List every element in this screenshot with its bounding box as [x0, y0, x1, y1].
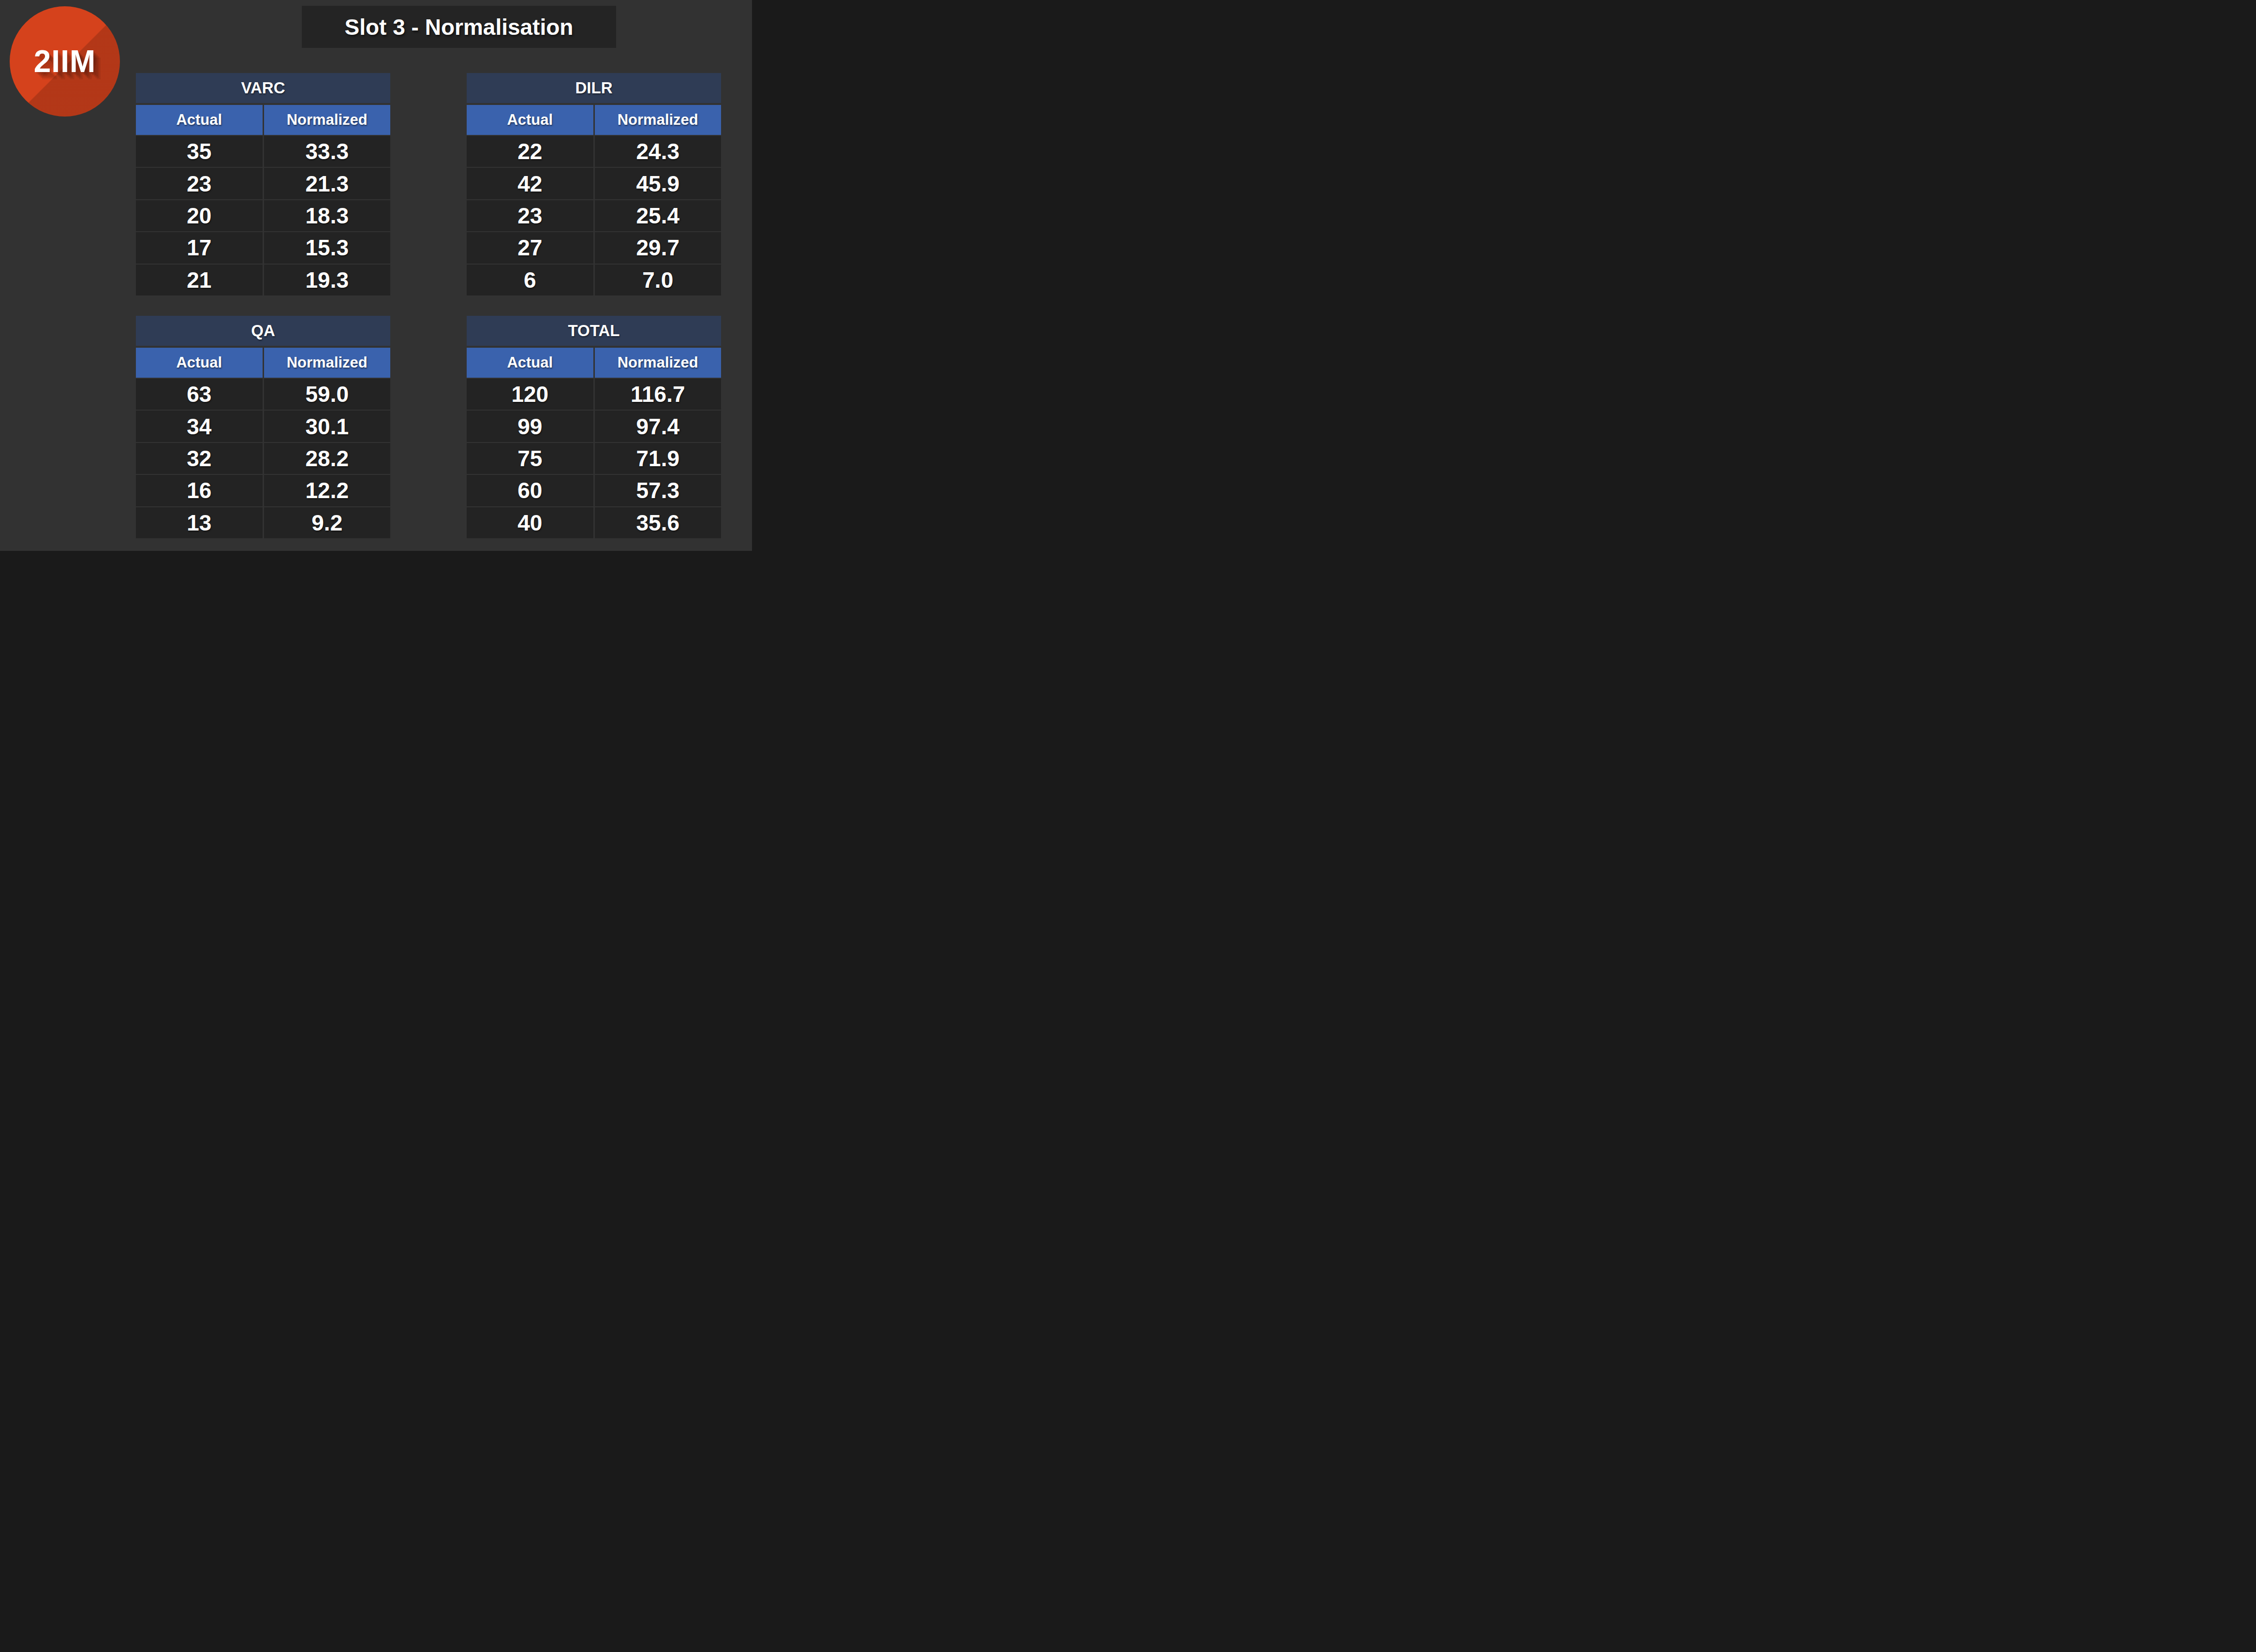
table-cell: 17	[136, 232, 263, 263]
column-header-actual: Actual	[467, 348, 593, 378]
varc-table-title: VARC	[136, 73, 390, 103]
table-cell: 25.4	[595, 200, 722, 231]
table-cell: 35	[136, 136, 263, 167]
table-cell: 63	[136, 379, 263, 410]
column-header-normalized: Normalized	[264, 105, 391, 135]
table-cell: 28.2	[264, 443, 391, 474]
table-cell: 33.3	[264, 136, 391, 167]
table-cell: 23	[136, 168, 263, 199]
table-cell: 116.7	[595, 379, 722, 410]
total-table: TOTAL Actual Normalized 120 116.7 99 97.…	[467, 316, 721, 538]
table-cell: 23	[467, 200, 593, 231]
table-cell: 15.3	[264, 232, 391, 263]
2iim-logo: 2IIM	[10, 6, 120, 117]
qa-table: QA Actual Normalized 63 59.0 34 30.1 32 …	[136, 316, 390, 538]
table-cell: 40	[467, 507, 593, 538]
column-header-normalized: Normalized	[595, 105, 722, 135]
table-cell: 16	[136, 475, 263, 506]
table-cell: 35.6	[595, 507, 722, 538]
dilr-table: DILR Actual Normalized 22 24.3 42 45.9 2…	[467, 73, 721, 295]
table-cell: 19.3	[264, 265, 391, 295]
table-cell: 45.9	[595, 168, 722, 199]
table-cell: 97.4	[595, 411, 722, 442]
total-table-grid: Actual Normalized 120 116.7 99 97.4 75 7…	[467, 348, 721, 538]
table-cell: 42	[467, 168, 593, 199]
table-cell: 34	[136, 411, 263, 442]
table-cell: 24.3	[595, 136, 722, 167]
table-cell: 30.1	[264, 411, 391, 442]
table-cell: 20	[136, 200, 263, 231]
qa-table-grid: Actual Normalized 63 59.0 34 30.1 32 28.…	[136, 348, 390, 538]
slide: 2IIM Slot 3 - Normalisation VARC Actual …	[0, 0, 752, 551]
table-cell: 21	[136, 265, 263, 295]
table-cell: 32	[136, 443, 263, 474]
table-cell: 12.2	[264, 475, 391, 506]
varc-table-grid: Actual Normalized 35 33.3 23 21.3 20 18.…	[136, 105, 390, 295]
table-cell: 6	[467, 265, 593, 295]
dilr-table-title: DILR	[467, 73, 721, 103]
dilr-table-grid: Actual Normalized 22 24.3 42 45.9 23 25.…	[467, 105, 721, 295]
table-cell: 71.9	[595, 443, 722, 474]
table-cell: 75	[467, 443, 593, 474]
table-cell: 9.2	[264, 507, 391, 538]
slide-title-bar: Slot 3 - Normalisation	[302, 6, 616, 48]
qa-table-title: QA	[136, 316, 390, 346]
table-cell: 21.3	[264, 168, 391, 199]
table-cell: 29.7	[595, 232, 722, 263]
table-cell: 27	[467, 232, 593, 263]
table-cell: 57.3	[595, 475, 722, 506]
column-header-actual: Actual	[136, 105, 263, 135]
slide-title: Slot 3 - Normalisation	[345, 14, 574, 40]
table-cell: 7.0	[595, 265, 722, 295]
table-cell: 22	[467, 136, 593, 167]
table-cell: 59.0	[264, 379, 391, 410]
table-cell: 120	[467, 379, 593, 410]
table-cell: 99	[467, 411, 593, 442]
table-cell: 18.3	[264, 200, 391, 231]
total-table-title: TOTAL	[467, 316, 721, 346]
column-header-actual: Actual	[467, 105, 593, 135]
table-cell: 60	[467, 475, 593, 506]
column-header-normalized: Normalized	[595, 348, 722, 378]
logo-text: 2IIM	[34, 44, 96, 79]
table-cell: 13	[136, 507, 263, 538]
column-header-normalized: Normalized	[264, 348, 391, 378]
varc-table: VARC Actual Normalized 35 33.3 23 21.3 2…	[136, 73, 390, 295]
column-header-actual: Actual	[136, 348, 263, 378]
